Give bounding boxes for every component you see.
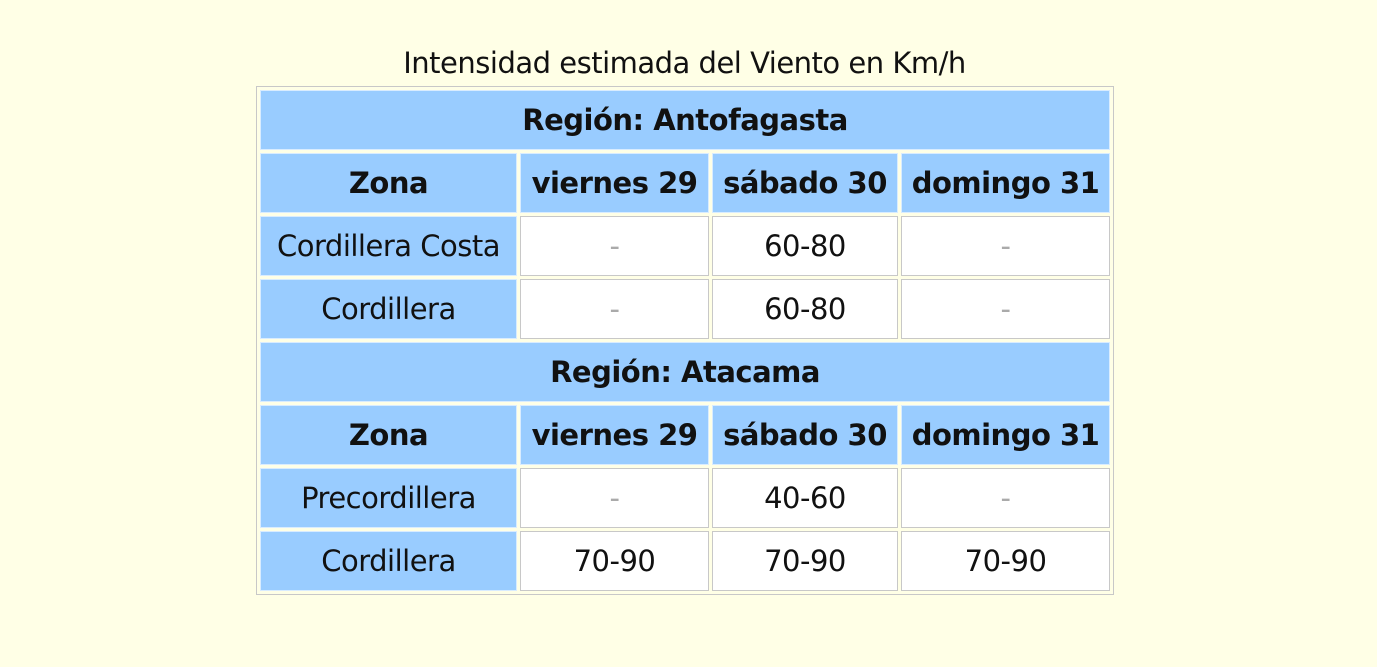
region-row: Región: Atacama [260, 342, 1111, 402]
wind-value: - [520, 279, 709, 339]
table-row: Precordillera - 40-60 - [260, 468, 1111, 528]
wind-value: 60-80 [712, 279, 898, 339]
header-row: Zona viernes 29 sábado 30 domingo 31 [260, 153, 1111, 213]
zone-name: Cordillera [260, 531, 517, 591]
column-header-day: sábado 30 [712, 405, 898, 465]
wind-value: 70-90 [901, 531, 1111, 591]
table-caption: Intensidad estimada del Viento en Km/h [403, 46, 966, 80]
column-header-day: viernes 29 [520, 405, 709, 465]
wind-value: - [520, 468, 709, 528]
wind-intensity-table: Región: Antofagasta Zona viernes 29 sába… [256, 86, 1115, 595]
region-row: Región: Antofagasta [260, 90, 1111, 150]
wind-value: 60-80 [712, 216, 898, 276]
column-header-zona: Zona [260, 153, 517, 213]
zone-name: Cordillera Costa [260, 216, 517, 276]
column-header-day: domingo 31 [901, 405, 1111, 465]
wind-value: 40-60 [712, 468, 898, 528]
wind-value: - [901, 468, 1111, 528]
column-header-day: domingo 31 [901, 153, 1111, 213]
table-row: Cordillera - 60-80 - [260, 279, 1111, 339]
zone-name: Cordillera [260, 279, 517, 339]
wind-value: - [901, 216, 1111, 276]
zone-name: Precordillera [260, 468, 517, 528]
wind-value: - [901, 279, 1111, 339]
column-header-day: viernes 29 [520, 153, 709, 213]
table-row: Cordillera Costa - 60-80 - [260, 216, 1111, 276]
header-row: Zona viernes 29 sábado 30 domingo 31 [260, 405, 1111, 465]
table-row: Cordillera 70-90 70-90 70-90 [260, 531, 1111, 591]
wind-value: 70-90 [520, 531, 709, 591]
wind-value: - [520, 216, 709, 276]
column-header-zona: Zona [260, 405, 517, 465]
region-title: Región: Antofagasta [260, 90, 1111, 150]
wind-value: 70-90 [712, 531, 898, 591]
region-title: Región: Atacama [260, 342, 1111, 402]
column-header-day: sábado 30 [712, 153, 898, 213]
